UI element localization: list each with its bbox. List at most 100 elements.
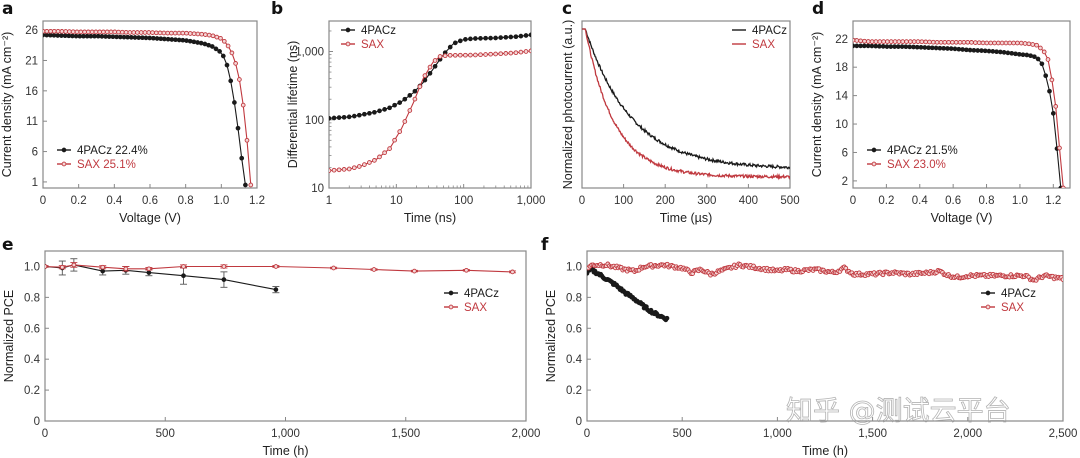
data-point xyxy=(956,46,962,52)
series-sax xyxy=(587,261,1063,283)
data-point xyxy=(100,268,106,274)
data-point xyxy=(950,39,955,45)
data-point xyxy=(1026,41,1032,47)
data-point xyxy=(165,30,171,36)
data-point xyxy=(980,40,986,46)
data-point xyxy=(82,29,87,35)
data-point xyxy=(161,30,167,36)
data-point xyxy=(203,32,208,37)
data-point xyxy=(210,33,216,39)
y-tick-label: 0.4 xyxy=(566,354,583,366)
y-tick-label: 0.8 xyxy=(566,292,582,304)
data-point xyxy=(387,105,392,111)
data-point xyxy=(975,48,981,53)
data-point xyxy=(235,125,241,131)
data-point xyxy=(59,33,64,38)
data-point xyxy=(1060,277,1063,282)
data-point xyxy=(528,48,531,54)
data-point xyxy=(142,30,148,35)
data-point xyxy=(341,167,347,172)
legend-label: 4PACz xyxy=(361,25,396,37)
data-point xyxy=(392,137,397,143)
legend: 4PACz SAX xyxy=(444,288,499,314)
data-point xyxy=(44,32,50,38)
data-point xyxy=(356,164,362,169)
series-4pacz xyxy=(43,32,248,188)
data-point xyxy=(964,47,969,53)
data-point xyxy=(100,264,106,270)
series-4pacz xyxy=(853,43,1064,188)
data-point xyxy=(1020,52,1026,58)
x-tick-label: 0 xyxy=(42,428,48,440)
x-tick-label: 1,000 xyxy=(763,428,792,440)
series-sax xyxy=(582,28,790,181)
data-point xyxy=(146,30,152,35)
x-tick-label: 0.2 xyxy=(71,195,87,207)
data-point xyxy=(157,30,163,36)
data-point xyxy=(896,39,902,44)
data-point xyxy=(225,43,231,49)
data-point xyxy=(209,44,215,49)
data-point xyxy=(221,277,227,282)
plot-frame xyxy=(852,20,1071,189)
legend-swatch-marker xyxy=(871,161,877,167)
x-axis-label: Time (h) xyxy=(262,444,308,458)
series-sax xyxy=(853,37,1066,188)
series-line xyxy=(582,28,790,181)
data-point xyxy=(877,43,882,49)
x-tick-label: 1.2 xyxy=(249,195,265,207)
data-point xyxy=(187,31,193,36)
legend-label: SAX 23.0% xyxy=(887,159,946,171)
data-point xyxy=(422,73,428,78)
data-point xyxy=(377,154,382,160)
y-tick-label: 0.8 xyxy=(24,292,40,304)
data-point xyxy=(44,28,50,34)
data-point xyxy=(89,29,95,35)
data-point xyxy=(923,39,929,45)
legend-label: 4PACz xyxy=(1001,288,1036,300)
data-point xyxy=(861,43,867,49)
data-point xyxy=(70,29,76,35)
data-point xyxy=(988,40,994,46)
data-point xyxy=(169,37,175,42)
x-tick-label: 0 xyxy=(579,195,585,207)
data-point xyxy=(919,39,925,45)
data-point xyxy=(1045,57,1051,62)
series-line xyxy=(853,45,1062,188)
chart-panel-d: d 0 0.2 0.4 0.6 0.8 1.0 1.2 2 6 10 14 18 22 Voltage (V… xyxy=(810,0,1071,225)
data-point xyxy=(918,44,924,50)
data-point xyxy=(1001,50,1007,55)
x-tick-label: 0.6 xyxy=(142,195,158,207)
x-tick-label: 0.4 xyxy=(106,195,123,207)
data-point xyxy=(447,44,453,50)
data-point xyxy=(961,39,967,45)
x-tick-label: 500 xyxy=(156,428,175,440)
data-point xyxy=(664,315,670,321)
series-line xyxy=(43,34,246,186)
data-point xyxy=(869,43,875,49)
plot-frame xyxy=(44,250,527,422)
legend-item-sax: SAX xyxy=(341,39,384,51)
y-axis-label: Normalized photocurrent (a.u.) xyxy=(561,20,575,190)
legend-label: SAX xyxy=(464,302,487,314)
data-point xyxy=(412,96,418,102)
y-tick-label: 0.4 xyxy=(24,354,41,366)
data-point xyxy=(1053,104,1059,109)
data-point xyxy=(362,111,367,117)
data-point xyxy=(233,61,238,66)
data-point xyxy=(1057,145,1062,151)
plot-area xyxy=(43,28,254,188)
y-tick-label: 1.0 xyxy=(566,261,582,273)
x-tick-label: 0.6 xyxy=(945,195,961,207)
data-point xyxy=(95,33,101,39)
data-point xyxy=(427,70,433,76)
data-point xyxy=(371,267,377,272)
data-point xyxy=(926,45,931,51)
data-point xyxy=(892,39,898,44)
data-point xyxy=(995,40,1001,46)
data-point xyxy=(941,45,947,51)
y-tick-label: 0.6 xyxy=(24,323,40,335)
x-tick-label: 300 xyxy=(697,195,716,207)
data-point xyxy=(51,28,57,34)
data-point xyxy=(881,39,886,44)
